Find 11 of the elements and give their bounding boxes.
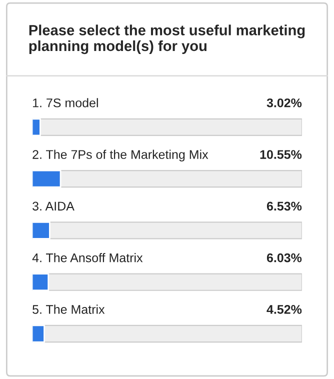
y-tick-label: 5. The Matrix [32, 304, 105, 314]
y-tick-label: 4. The Ansoff Matrix [32, 253, 143, 262]
data-label: 3.02% [266, 98, 302, 108]
y-tick-label: 2. The 7Ps of the Marketing Mix [32, 150, 208, 162]
data-label: 10.55% [260, 150, 302, 159]
y-tick-label: 1. 7S model [33, 98, 98, 108]
chart-title: Please select the most useful marketing planning model(s) for you [29, 24, 305, 54]
y-tick-label: 3. AIDA [32, 202, 74, 211]
data-label: 4.52% [266, 305, 302, 314]
data-label: 6.03% [266, 253, 302, 262]
data-label: 6.53% [266, 202, 302, 211]
